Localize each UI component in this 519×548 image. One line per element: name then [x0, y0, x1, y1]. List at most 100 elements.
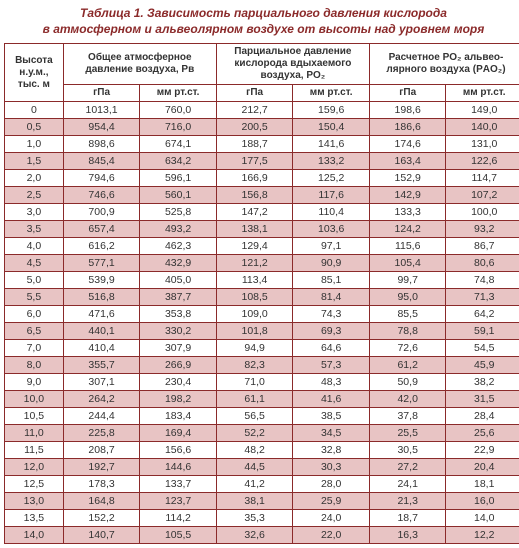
cell-h: 13,0 [5, 493, 64, 510]
cell-b2: 150,4 [293, 119, 370, 136]
table-row: 7,0410,4307,994,964,672,654,5 [5, 340, 519, 357]
cell-b1: 156,8 [216, 187, 293, 204]
cell-a2: 462,3 [140, 238, 217, 255]
cell-a2: 634,2 [140, 153, 217, 170]
cell-a1: 1013,1 [63, 102, 140, 119]
cell-b1: 121,2 [216, 255, 293, 272]
cell-b2: 97,1 [293, 238, 370, 255]
cell-a1: 845,4 [63, 153, 140, 170]
cell-c1: 50,9 [369, 374, 446, 391]
cell-h: 4,0 [5, 238, 64, 255]
cell-b1: 44,5 [216, 459, 293, 476]
cell-h: 9,0 [5, 374, 64, 391]
table-row: 5,5516,8387,7108,581,495,071,3 [5, 289, 519, 306]
cell-a2: 432,9 [140, 255, 217, 272]
cell-c1: 16,3 [369, 527, 446, 544]
cell-a1: 471,6 [63, 306, 140, 323]
table-row: 14,0140,7105,532,622,016,312,2 [5, 527, 519, 544]
cell-b2: 159,6 [293, 102, 370, 119]
table-row: 8,0355,7266,982,357,361,245,9 [5, 357, 519, 374]
cell-b2: 110,4 [293, 204, 370, 221]
cell-b1: 147,2 [216, 204, 293, 221]
cell-b2: 103,6 [293, 221, 370, 238]
cell-c2: 20,4 [446, 459, 519, 476]
table-row: 1,5845,4634,2177,5133,2163,4122,6 [5, 153, 519, 170]
cell-h: 2,0 [5, 170, 64, 187]
table-row: 3,5657,4493,2138,1103,6124,293,2 [5, 221, 519, 238]
table-row: 6,0471,6353,8109,074,385,564,2 [5, 306, 519, 323]
cell-b2: 32,8 [293, 442, 370, 459]
cell-b2: 74,3 [293, 306, 370, 323]
cell-b2: 117,6 [293, 187, 370, 204]
cell-c1: 27,2 [369, 459, 446, 476]
cell-a2: 133,7 [140, 476, 217, 493]
cell-c2: 71,3 [446, 289, 519, 306]
cell-a1: 225,8 [63, 425, 140, 442]
cell-h: 3,0 [5, 204, 64, 221]
cell-a1: 577,1 [63, 255, 140, 272]
cell-b1: 61,1 [216, 391, 293, 408]
cell-c1: 42,0 [369, 391, 446, 408]
cell-b2: 64,6 [293, 340, 370, 357]
cell-a1: 700,9 [63, 204, 140, 221]
cell-c2: 25,6 [446, 425, 519, 442]
cell-c2: 122,6 [446, 153, 519, 170]
cell-c1: 198,6 [369, 102, 446, 119]
oxygen-pressure-table: Высота н.у.м., тыс. м Общее атмосферное … [4, 43, 519, 544]
cell-h: 3,5 [5, 221, 64, 238]
cell-b1: 56,5 [216, 408, 293, 425]
cell-b1: 38,1 [216, 493, 293, 510]
cell-b2: 57,3 [293, 357, 370, 374]
cell-a1: 794,6 [63, 170, 140, 187]
header-mmrt-2: мм рт.ст. [293, 85, 370, 102]
table-row: 12,0192,7144,644,530,327,220,4 [5, 459, 519, 476]
cell-a1: 954,4 [63, 119, 140, 136]
cell-c2: 107,2 [446, 187, 519, 204]
cell-h: 11,5 [5, 442, 64, 459]
cell-b2: 28,0 [293, 476, 370, 493]
cell-c2: 114,7 [446, 170, 519, 187]
cell-b1: 82,3 [216, 357, 293, 374]
header-po2: Парциальное давление кислорода вдыхаемог… [216, 44, 369, 85]
cell-c2: 140,0 [446, 119, 519, 136]
cell-h: 14,0 [5, 527, 64, 544]
cell-h: 2,5 [5, 187, 64, 204]
title-line2: в атмосферном и альвеолярном воздухе от … [43, 22, 485, 36]
cell-h: 6,0 [5, 306, 64, 323]
table-row: 5,0539,9405,0113,485,199,774,8 [5, 272, 519, 289]
cell-a2: 114,2 [140, 510, 217, 527]
cell-a2: 198,2 [140, 391, 217, 408]
cell-h: 5,5 [5, 289, 64, 306]
table-row: 2,5746,6560,1156,8117,6142,9107,2 [5, 187, 519, 204]
cell-b2: 22,0 [293, 527, 370, 544]
cell-b1: 212,7 [216, 102, 293, 119]
cell-b2: 81,4 [293, 289, 370, 306]
cell-a1: 440,1 [63, 323, 140, 340]
cell-a2: 560,1 [140, 187, 217, 204]
cell-b2: 69,3 [293, 323, 370, 340]
header-altitude: Высота н.у.м., тыс. м [5, 44, 64, 102]
cell-c1: 61,2 [369, 357, 446, 374]
cell-c2: 12,2 [446, 527, 519, 544]
cell-a2: 493,2 [140, 221, 217, 238]
table-row: 13,0164,8123,738,125,921,316,0 [5, 493, 519, 510]
table-row: 12,5178,3133,741,228,024,118,1 [5, 476, 519, 493]
header-gpa-1: гПа [63, 85, 140, 102]
cell-a2: 716,0 [140, 119, 217, 136]
cell-c2: 131,0 [446, 136, 519, 153]
cell-c2: 54,5 [446, 340, 519, 357]
header-mmrt-3: мм рт.ст. [446, 85, 519, 102]
cell-h: 6,5 [5, 323, 64, 340]
cell-a1: 898,6 [63, 136, 140, 153]
cell-c2: 86,7 [446, 238, 519, 255]
cell-c1: 124,2 [369, 221, 446, 238]
table-row: 10,5244,4183,456,538,537,828,4 [5, 408, 519, 425]
cell-c1: 37,8 [369, 408, 446, 425]
cell-b1: 109,0 [216, 306, 293, 323]
table-row: 6,5440,1330,2101,869,378,859,1 [5, 323, 519, 340]
cell-c1: 115,6 [369, 238, 446, 255]
cell-c2: 93,2 [446, 221, 519, 238]
cell-a2: 230,4 [140, 374, 217, 391]
cell-b1: 200,5 [216, 119, 293, 136]
cell-h: 1,5 [5, 153, 64, 170]
